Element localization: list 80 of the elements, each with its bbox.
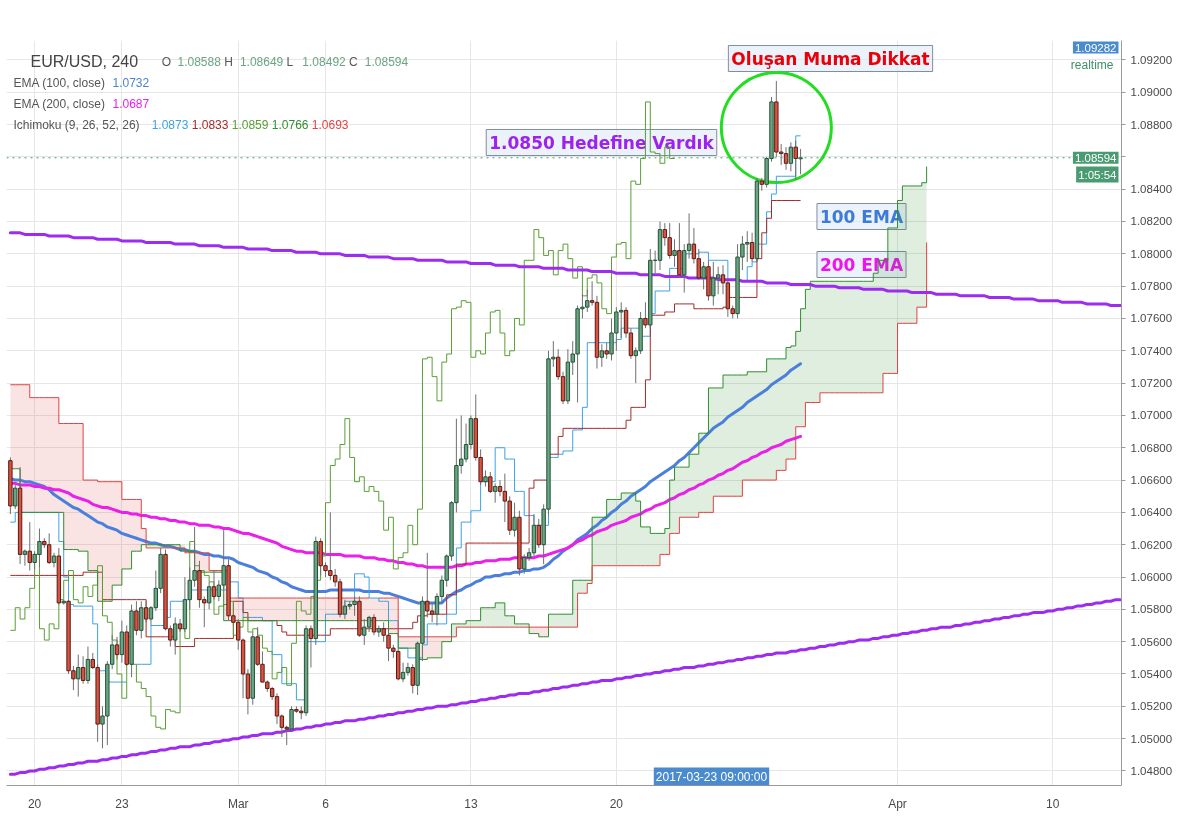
candlestick <box>425 552 430 618</box>
x-tick-label: Apr <box>888 796 907 811</box>
annotation: Ichimoku (9, 26, 52, 26) 1.0873 1.0833 1.0859 1.0766 1.0693 <box>13 117 349 132</box>
y-tick-label: 1.05400 <box>1130 667 1173 680</box>
candlestick <box>793 140 798 180</box>
candlestick <box>749 232 755 263</box>
x-tick-label: Mar <box>227 796 249 811</box>
candlestick <box>342 599 348 620</box>
x-tick-label: 6 <box>322 796 330 811</box>
candlestick <box>488 471 493 494</box>
candlestick <box>362 618 367 646</box>
y-tick-label: 1.06200 <box>1130 538 1173 551</box>
annotation: Oluşan Muma Dikkat <box>731 48 930 69</box>
candlestick <box>114 636 120 660</box>
y-tick-label: 1.09000 <box>1130 86 1173 99</box>
y-tick-label: 1.08000 <box>1130 247 1173 260</box>
candlestick <box>139 600 144 639</box>
candlestick <box>177 618 183 633</box>
candlestick <box>13 484 18 510</box>
candlestick <box>643 301 648 329</box>
y-tick-label: 1.09200 <box>1130 53 1173 66</box>
candlestick <box>206 581 212 610</box>
x-tick-label: 13 <box>464 796 478 811</box>
candlestick <box>274 692 280 725</box>
candlestick <box>85 646 91 685</box>
y-tick-label: 1.05600 <box>1130 635 1173 648</box>
annotation: EMA (100, close) 1.0732 <box>13 75 150 90</box>
text: EUR/USD, 240 <box>30 53 139 70</box>
y-tick-label: 1.06000 <box>1130 571 1173 584</box>
y-tick-label: 1.06400 <box>1130 506 1173 519</box>
candlestick <box>46 532 52 565</box>
candlestick <box>715 266 721 295</box>
y-tick-label: 1.08200 <box>1130 215 1173 228</box>
y-tick-label: 1.07400 <box>1130 344 1173 357</box>
y-tick-label: 1.05800 <box>1130 603 1173 616</box>
candlestick <box>143 600 149 623</box>
y-tick-label: 1.07200 <box>1130 377 1173 390</box>
candlestick <box>27 521 32 572</box>
annotation: 1.09282 <box>1074 41 1117 54</box>
candlestick <box>371 613 377 636</box>
candlestick <box>119 620 125 664</box>
candlestick <box>211 570 217 601</box>
candlestick <box>536 518 541 549</box>
text: O 1.08588 H 1.08649 L 1.08492 C 1.08594 <box>161 54 409 69</box>
candlestick <box>76 654 81 698</box>
candlestick <box>289 705 294 733</box>
y-tick-label: 1.07600 <box>1130 312 1173 325</box>
x-tick-label: 10 <box>1045 796 1060 811</box>
y-tick-label: 1.07000 <box>1130 409 1173 422</box>
y-tick-label: 1.08400 <box>1130 183 1173 196</box>
ref-line-label: 1.08594 <box>1074 151 1118 164</box>
annotation: 2017-03-23 09:00:00 <box>655 769 768 784</box>
candlestick <box>701 261 706 290</box>
y-tick-label: 1.04800 <box>1130 764 1173 777</box>
candlestick <box>173 616 178 656</box>
candlestick <box>512 502 517 538</box>
candlestick <box>599 343 605 368</box>
candlestick <box>492 482 498 504</box>
candlestick <box>410 663 415 694</box>
annotation: EMA (200, close) 1.0687 <box>13 96 150 111</box>
y-tick-label: 1.07800 <box>1130 280 1173 293</box>
candlestick <box>308 625 314 669</box>
candlestick <box>783 146 789 171</box>
x-tick-label: 20 <box>609 796 624 811</box>
y-tick-label: 1.08800 <box>1130 118 1173 131</box>
y-tick-label: 1.06800 <box>1130 441 1173 454</box>
candlestick <box>134 600 139 636</box>
x-tick-label: 20 <box>27 796 42 811</box>
candlestick <box>405 662 411 677</box>
candlestick <box>788 141 794 172</box>
annotation: realtime <box>1070 57 1114 72</box>
y-tick-label: 1.06600 <box>1130 474 1173 487</box>
candlestick <box>429 602 435 623</box>
annotation: 1:05:54 <box>1078 168 1118 181</box>
line-series <box>8 231 1122 308</box>
candlestick <box>80 655 86 685</box>
candlestick <box>672 238 677 268</box>
x-tick-label: 23 <box>115 796 129 811</box>
y-tick-label: 1.05200 <box>1130 700 1173 713</box>
y-tick-label: 1.05000 <box>1130 732 1173 745</box>
